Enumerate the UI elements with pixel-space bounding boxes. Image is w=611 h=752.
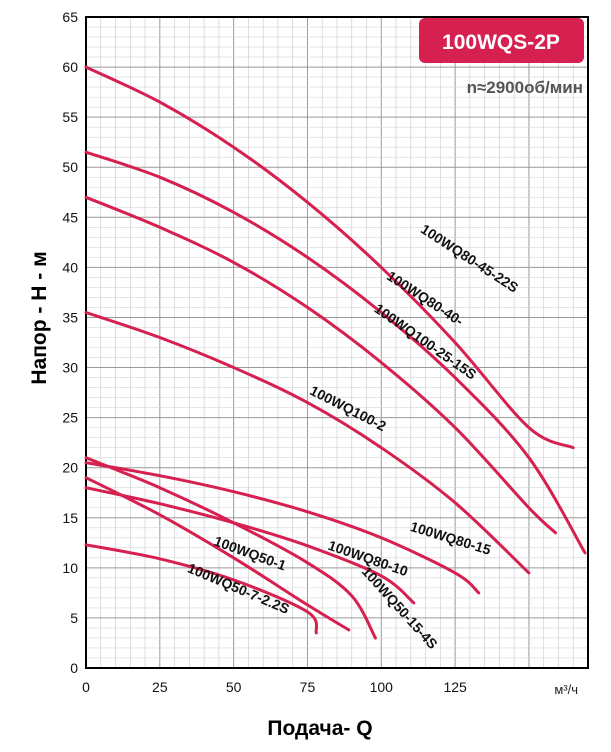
model-badge-background bbox=[419, 18, 584, 63]
x-tick-label: 100 bbox=[370, 679, 394, 695]
series-line-5 bbox=[84, 461, 481, 595]
y-tick-label: 55 bbox=[62, 109, 78, 125]
x-tick-label: 125 bbox=[443, 679, 467, 695]
series-line-6 bbox=[84, 486, 416, 605]
y-tick-label: 65 bbox=[62, 9, 78, 25]
grid bbox=[85, 16, 589, 669]
model-badge-text: 100WQS-2P bbox=[442, 31, 560, 54]
y-tick-label: 0 bbox=[70, 660, 78, 676]
y-tick-label: 35 bbox=[62, 309, 78, 325]
series-line-7 bbox=[84, 456, 377, 640]
y-tick-label: 20 bbox=[62, 460, 78, 476]
series-line-3 bbox=[84, 195, 557, 535]
series-line-9 bbox=[84, 543, 319, 635]
series-line-2 bbox=[84, 150, 587, 555]
y-tick-label: 25 bbox=[62, 410, 78, 426]
y-tick-label: 30 bbox=[62, 360, 78, 376]
speed-note: n≈2900об/мин bbox=[467, 78, 583, 97]
series-line-8 bbox=[84, 476, 351, 632]
y-tick-label: 45 bbox=[62, 209, 78, 225]
y-tick-label: 40 bbox=[62, 259, 78, 275]
x-axis-label: Подача- Q bbox=[267, 717, 372, 740]
x-tick-label: 75 bbox=[300, 679, 316, 695]
y-tick-label: 60 bbox=[62, 59, 78, 75]
y-tick-label: 50 bbox=[62, 159, 78, 175]
x-axis-unit: м³/ч bbox=[554, 682, 578, 697]
series-line-4 bbox=[84, 311, 531, 575]
y-tick-label: 5 bbox=[70, 610, 78, 626]
x-tick-label: 50 bbox=[226, 679, 242, 695]
y-tick-label: 15 bbox=[62, 510, 78, 526]
series-lines bbox=[84, 65, 587, 640]
plot-frame bbox=[85, 16, 589, 669]
x-tick-label: 0 bbox=[82, 679, 90, 695]
series-line-1 bbox=[84, 65, 575, 450]
axes bbox=[85, 16, 589, 669]
x-tick-label: 25 bbox=[152, 679, 168, 695]
y-tick-label: 10 bbox=[62, 560, 78, 576]
y-axis-label: Напор - Н - м bbox=[28, 251, 51, 384]
series-labels: 100WQ80-45-22S100WQ80-40-100WQ100-25-15S… bbox=[185, 221, 521, 652]
tick-labels: 0 25 50 75 100 125 0 5 10 15 20 25 30 35 40 45 50 55 60 65 bbox=[62, 9, 467, 695]
